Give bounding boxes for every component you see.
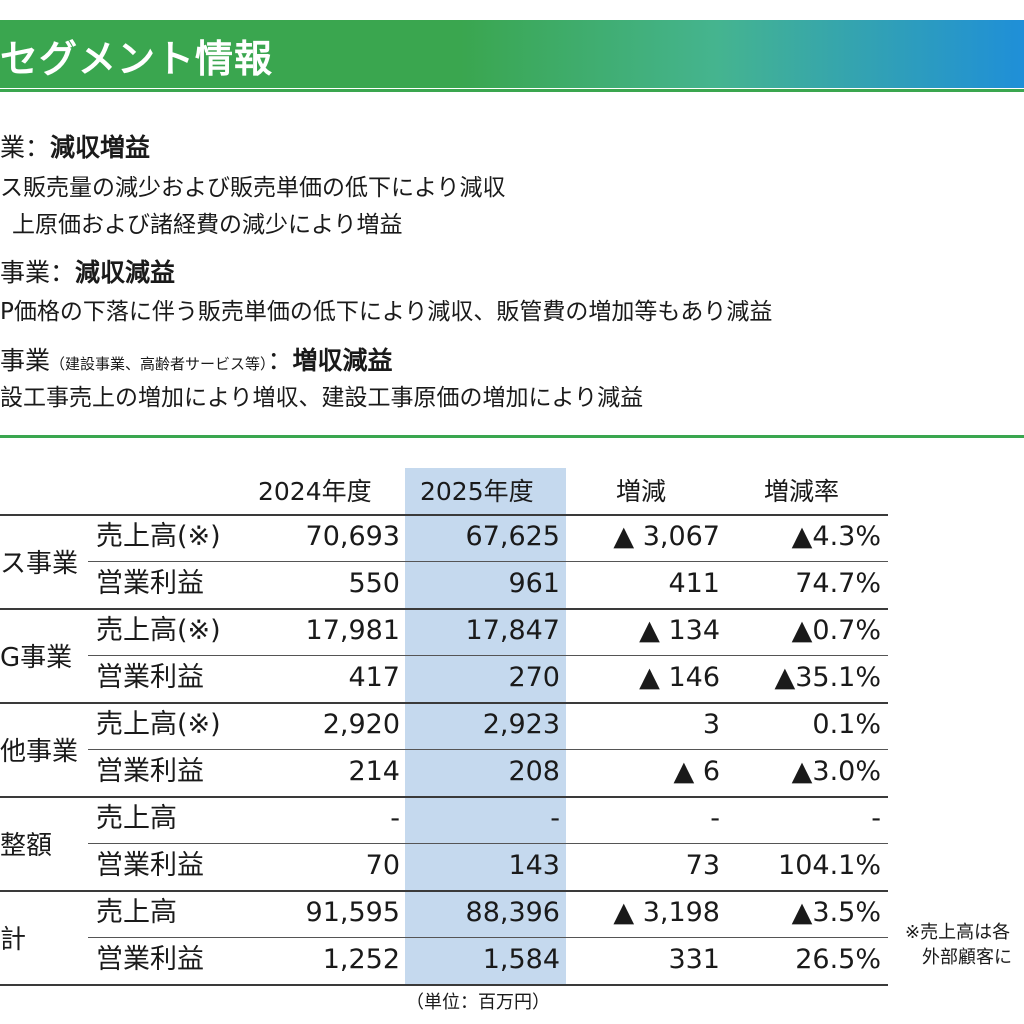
table-cell: 3 bbox=[702, 709, 720, 740]
row-divider bbox=[88, 843, 888, 844]
table-cell: 961 bbox=[508, 568, 560, 599]
header-change: 増減 bbox=[616, 477, 667, 506]
highlight-column-2025 bbox=[405, 468, 566, 986]
footnote-line: 外部顧客に bbox=[922, 947, 1012, 968]
table-cell: ▲ 3,198 bbox=[613, 897, 720, 928]
group-label: ス事業 bbox=[0, 549, 79, 579]
table-cell: 331 bbox=[668, 944, 720, 975]
segment-detail: 上原価および諸経費の減少により増益 bbox=[12, 212, 403, 238]
segment-verdict: 減収減益 bbox=[75, 258, 176, 287]
footnote-line: ※売上高は各 bbox=[905, 922, 1011, 943]
table-cell: 0.1% bbox=[812, 709, 881, 740]
segment-summary-1: 業：減収増益 bbox=[0, 133, 151, 162]
group-divider bbox=[0, 984, 888, 986]
table-cell: 91,595 bbox=[305, 897, 400, 928]
segment-name: 業 bbox=[0, 133, 26, 162]
group-label: 他事業 bbox=[0, 737, 79, 767]
table-cell: 104.1% bbox=[778, 850, 881, 881]
row-item-label: 売上高(※) bbox=[96, 521, 221, 552]
segment-name: 事業 bbox=[0, 346, 51, 375]
group-divider bbox=[0, 702, 888, 704]
table-cell: 411 bbox=[668, 568, 720, 599]
table-cell: 74.7% bbox=[795, 568, 881, 599]
row-item-label: 営業利益 bbox=[96, 568, 204, 599]
row-item-label: 売上高(※) bbox=[96, 709, 221, 740]
table-cell: 214 bbox=[348, 756, 400, 787]
table-cell: 17,981 bbox=[305, 615, 400, 646]
segment-note: （建設事業、高齢者サービス等） bbox=[50, 355, 268, 373]
header-2024: 2024年度 bbox=[258, 477, 372, 506]
row-item-label: 営業利益 bbox=[96, 756, 204, 787]
page-title: セグメント情報 bbox=[0, 37, 274, 81]
row-item-label: 営業利益 bbox=[96, 944, 204, 975]
table-cell: - bbox=[550, 803, 560, 834]
segment-detail: P価格の下落に伴う販売単価の低下により減収、販管費の増加等もあり減益 bbox=[0, 299, 773, 325]
row-item-label: 営業利益 bbox=[96, 850, 204, 881]
segment-summary-3: 事業（建設事業、高齢者サービス等）：増収減益 bbox=[0, 346, 393, 375]
segment-verdict: 減収増益 bbox=[50, 133, 151, 162]
table-cell: ▲ 6 bbox=[673, 756, 720, 787]
group-label: 計 bbox=[0, 925, 27, 955]
table-cell: 67,625 bbox=[465, 521, 560, 552]
segment-summary-2: 事業：減収減益 bbox=[0, 258, 176, 287]
table-cell: 2,920 bbox=[322, 709, 400, 740]
table-cell: ▲ 134 bbox=[639, 615, 720, 646]
row-item-label: 売上高 bbox=[96, 803, 177, 834]
table-cell: 73 bbox=[685, 850, 720, 881]
table-cell: ▲4.3% bbox=[791, 521, 881, 552]
table-cell: ▲0.7% bbox=[791, 615, 881, 646]
segment-detail: ス販売量の減少および販売単価の低下により減収 bbox=[0, 175, 506, 201]
table-cell: - bbox=[390, 803, 400, 834]
table-cell: 88,396 bbox=[465, 897, 560, 928]
table-cell: - bbox=[710, 803, 720, 834]
table-cell: 17,847 bbox=[465, 615, 560, 646]
section-divider bbox=[0, 435, 1024, 438]
table-cell: 417 bbox=[348, 662, 400, 693]
table-cell: 550 bbox=[348, 568, 400, 599]
table-cell: ▲3.0% bbox=[791, 756, 881, 787]
title-banner bbox=[0, 20, 1024, 88]
group-divider bbox=[0, 514, 888, 516]
group-label: G事業 bbox=[0, 643, 73, 673]
table-cell: 26.5% bbox=[795, 944, 881, 975]
table-cell: 1,584 bbox=[482, 944, 560, 975]
segment-name: 事業 bbox=[0, 258, 51, 287]
header-change-rate: 増減率 bbox=[764, 477, 840, 506]
header-2025: 2025年度 bbox=[420, 477, 534, 506]
segment-detail: 設工事売上の増加により増収、建設工事原価の増加により減益 bbox=[0, 385, 644, 411]
table-cell: 270 bbox=[508, 662, 560, 693]
row-item-label: 売上高 bbox=[96, 897, 177, 928]
row-item-label: 売上高(※) bbox=[96, 615, 221, 646]
group-divider bbox=[0, 608, 888, 610]
row-divider bbox=[88, 937, 888, 938]
table-cell: 143 bbox=[508, 850, 560, 881]
table-cell: 70 bbox=[365, 850, 400, 881]
table-cell: ▲35.1% bbox=[774, 662, 881, 693]
table-cell: 208 bbox=[508, 756, 560, 787]
table-cell: 70,693 bbox=[305, 521, 400, 552]
table-cell: 1,252 bbox=[322, 944, 400, 975]
table-cell: ▲ 146 bbox=[639, 662, 720, 693]
row-item-label: 営業利益 bbox=[96, 662, 204, 693]
group-label: 整額 bbox=[0, 831, 53, 861]
title-underline bbox=[0, 89, 1024, 92]
segment-verdict: 増収減益 bbox=[292, 346, 393, 375]
unit-note: （単位：百万円） bbox=[406, 992, 550, 1013]
table-cell: ▲3.5% bbox=[791, 897, 881, 928]
row-divider bbox=[88, 749, 888, 750]
row-divider bbox=[88, 561, 888, 562]
group-divider bbox=[0, 796, 888, 798]
table-cell: - bbox=[871, 803, 881, 834]
table-cell: 2,923 bbox=[482, 709, 560, 740]
group-divider bbox=[0, 890, 888, 892]
row-divider bbox=[88, 655, 888, 656]
table-cell: ▲ 3,067 bbox=[613, 521, 720, 552]
